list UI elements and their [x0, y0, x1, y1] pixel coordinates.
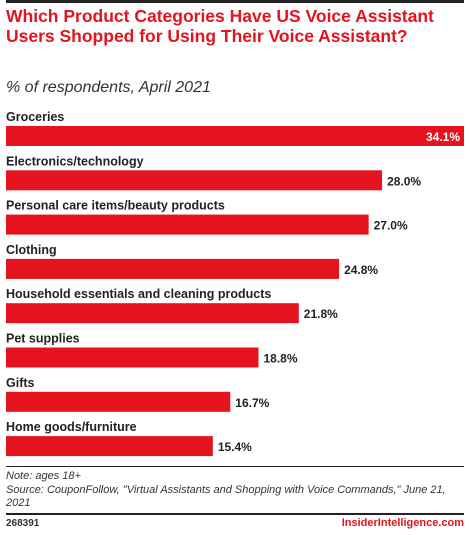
- chart-subtitle: % of respondents, April 2021: [6, 79, 211, 96]
- bar: [6, 126, 464, 146]
- category-label: Electronics/technology: [6, 154, 144, 168]
- bottom-rule: [6, 513, 464, 515]
- value-label: 21.8%: [304, 307, 338, 321]
- value-label: 34.1%: [426, 130, 460, 144]
- chart-title: Which Product Categories Have US Voice A…: [6, 6, 434, 46]
- category-label: Home goods/furniture: [6, 420, 137, 434]
- value-label: 16.7%: [235, 396, 269, 410]
- bar: [6, 214, 369, 235]
- bar: [6, 436, 213, 457]
- footer-rule: [6, 466, 464, 467]
- bar: [6, 347, 259, 368]
- category-label: Groceries: [6, 110, 64, 124]
- category-label: Pet supplies: [6, 332, 80, 346]
- value-label: 24.8%: [344, 263, 378, 277]
- value-label: 15.4%: [218, 440, 252, 454]
- chart-footer: Note: ages 18+ Source: CouponFollow, "Vi…: [6, 470, 462, 511]
- bar: [6, 391, 231, 412]
- top-rule: [6, 0, 464, 3]
- brand-link[interactable]: InsiderIntelligence.com: [341, 517, 464, 529]
- bar: [6, 303, 299, 324]
- category-label: Clothing: [6, 243, 57, 257]
- chart-id: 268391: [6, 518, 40, 529]
- value-label: 28.0%: [387, 174, 421, 188]
- chart-note: Note: ages 18+: [6, 470, 81, 482]
- chart-source: Source: CouponFollow, "Virtual Assistant…: [6, 483, 446, 510]
- value-label: 18.8%: [264, 352, 298, 366]
- bar-chart: Groceries 34.1% Electronics/technology 28.0…: [6, 110, 464, 457]
- value-label: 27.0%: [374, 219, 408, 233]
- category-label: Household essentials and cleaning produc…: [6, 287, 271, 301]
- bar: [6, 170, 383, 191]
- category-label: Personal care items/beauty products: [6, 199, 225, 213]
- category-label: Gifts: [6, 376, 35, 390]
- bar: [6, 258, 340, 279]
